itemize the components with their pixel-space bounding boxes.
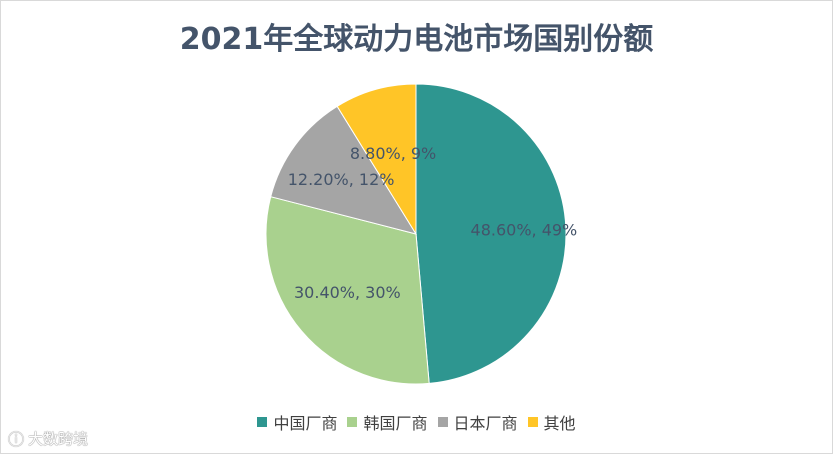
watermark-text: 大数跨境 bbox=[28, 429, 89, 448]
pie-slices bbox=[265, 83, 567, 385]
pie-slice-china bbox=[415, 83, 567, 384]
watermark: ⓘ 大数跨境 bbox=[8, 426, 88, 450]
chart-legend: 中国厂商 韩国厂商 日本厂商 其他 bbox=[0, 410, 833, 434]
legend-item-china: 中国厂商 bbox=[257, 410, 337, 434]
legend-label-china: 中国厂商 bbox=[273, 414, 338, 433]
tuchong-logo-icon: ⓘ bbox=[8, 430, 25, 449]
pie-slice-korea bbox=[265, 196, 430, 385]
legend-item-other: 其他 bbox=[527, 410, 576, 434]
legend-swatch-korea bbox=[347, 417, 358, 427]
chart-title: 2021年全球动力电池市场国别份额 bbox=[179, 22, 654, 57]
pie-data-labels: 48.60%, 49% 30.40%, 30% 12.20%, 12% 8.80%, … bbox=[288, 144, 578, 302]
data-label-japan: 12.20%, 12% bbox=[288, 170, 395, 189]
data-label-other: 8.80%, 9% bbox=[350, 144, 436, 163]
legend-label-japan: 日本厂商 bbox=[453, 414, 518, 433]
data-label-korea: 30.40%, 30% bbox=[294, 283, 401, 302]
legend-item-korea: 韩国厂商 bbox=[347, 410, 428, 434]
pie-slice-japan bbox=[270, 105, 418, 235]
legend-label-other: 其他 bbox=[543, 414, 576, 433]
legend-item-japan: 日本厂商 bbox=[437, 410, 518, 434]
legend-swatch-japan bbox=[437, 417, 448, 427]
pie-slice-other bbox=[336, 83, 417, 236]
data-label-china: 48.60%, 49% bbox=[471, 220, 578, 239]
legend-swatch-other bbox=[527, 417, 538, 427]
legend-label-korea: 韩国厂商 bbox=[363, 414, 428, 433]
legend-swatch-china bbox=[257, 417, 268, 427]
